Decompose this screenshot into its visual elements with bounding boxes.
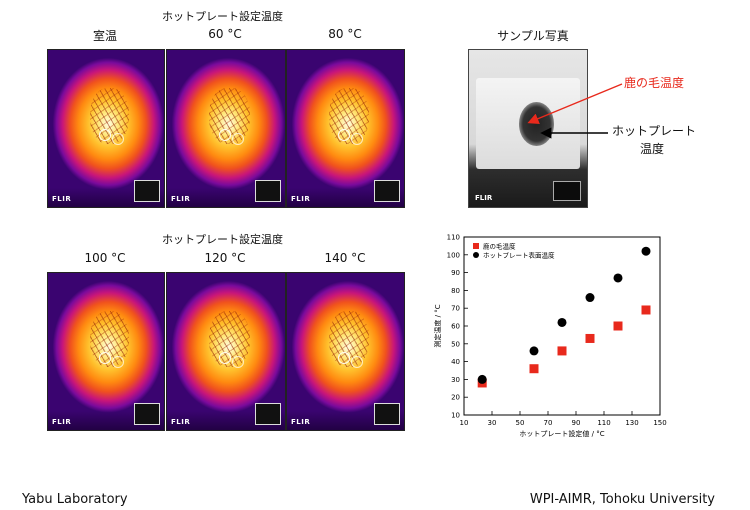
plate-temperature-point bbox=[585, 293, 595, 303]
x-tick-label: 70 bbox=[544, 419, 553, 427]
thermal-image-120c: FLIR bbox=[166, 272, 286, 431]
y-tick-label: 50 bbox=[451, 340, 460, 348]
sample-photo-title: サンプル写真 bbox=[497, 29, 569, 43]
y-tick-label: 110 bbox=[447, 234, 460, 242]
x-tick-label: 50 bbox=[516, 419, 525, 427]
crosshair-icon bbox=[218, 128, 231, 141]
x-tick-label: 30 bbox=[488, 419, 497, 427]
crosshair-icon bbox=[99, 128, 112, 141]
thermal-image-room-temp: FLIR bbox=[47, 49, 165, 208]
plate-temperature-point bbox=[641, 246, 651, 256]
thermal-image-140c: FLIR bbox=[286, 272, 405, 431]
footer-right: WPI-AIMR, Tohoku University bbox=[529, 492, 715, 507]
flir-logo: FLIR bbox=[291, 418, 311, 426]
fur-temperature-point bbox=[557, 346, 567, 356]
thermal-label-60c: 60 °C bbox=[208, 27, 242, 41]
temperature-readout bbox=[255, 180, 281, 202]
footer-left: Yabu Laboratory bbox=[22, 492, 128, 507]
y-tick-label: 100 bbox=[447, 251, 460, 259]
x-tick-label: 90 bbox=[572, 419, 581, 427]
flir-logo: FLIR bbox=[52, 195, 72, 203]
temperature-readout bbox=[374, 180, 400, 202]
temperature-scatter-chart: 10 20 30 40 50 60 70 80 90 100 110 10 30 50 70 90 110 13… bbox=[433, 234, 667, 439]
fur-temperature-point bbox=[585, 333, 595, 343]
x-tick-label: 10 bbox=[460, 419, 469, 427]
thermal-label-room-temp: 室温 bbox=[92, 29, 117, 43]
plate-temperature-label-line1: ホットプレート bbox=[612, 124, 697, 138]
crosshair-icon bbox=[231, 133, 244, 146]
x-tick-label: 150 bbox=[653, 419, 666, 427]
y-tick-label: 30 bbox=[451, 376, 460, 384]
crosshair-icon bbox=[218, 351, 231, 364]
temperature-readout bbox=[134, 180, 160, 202]
plate-temperature-point bbox=[613, 273, 623, 283]
crosshair-icon bbox=[338, 128, 351, 141]
y-axis-label: 測定温度 / °C bbox=[433, 304, 442, 347]
fur-temperature-point bbox=[641, 305, 651, 315]
crosshair-icon bbox=[351, 133, 364, 146]
deer-fur-sample bbox=[518, 101, 554, 146]
thermal-label-140c: 140 °C bbox=[324, 251, 366, 265]
flir-logo: FLIR bbox=[171, 195, 191, 203]
temperature-readout bbox=[553, 181, 581, 201]
bottom-section-header: ホットプレート設定温度 bbox=[162, 233, 283, 246]
thermal-label-80c: 80 °C bbox=[328, 27, 362, 41]
y-axis: 10 20 30 40 50 60 70 80 90 100 110 bbox=[447, 234, 468, 420]
y-tick-label: 80 bbox=[451, 287, 460, 295]
fur-temperature-point bbox=[529, 364, 539, 374]
legend-marker-circle bbox=[473, 252, 479, 258]
crosshair-icon bbox=[338, 351, 351, 364]
temperature-readout bbox=[374, 403, 400, 425]
plate-temperature-point bbox=[557, 317, 567, 327]
y-tick-label: 20 bbox=[451, 394, 460, 402]
data-points bbox=[477, 246, 651, 388]
plate-temperature-point bbox=[529, 346, 539, 356]
crosshair-icon bbox=[231, 356, 244, 369]
plate-temperature-label-line2: 温度 bbox=[640, 142, 665, 156]
thermal-image-100c: FLIR bbox=[47, 272, 165, 431]
temperature-readout bbox=[134, 403, 160, 425]
y-tick-label: 70 bbox=[451, 305, 460, 313]
thermal-label-100c: 100 °C bbox=[84, 251, 126, 265]
y-tick-label: 90 bbox=[451, 269, 460, 277]
top-section-header: ホットプレート設定温度 bbox=[162, 10, 283, 23]
thermal-image-80c: FLIR bbox=[286, 49, 405, 208]
flir-logo: FLIR bbox=[291, 195, 311, 203]
temperature-readout bbox=[255, 403, 281, 425]
sample-photo: FLIR bbox=[468, 49, 588, 208]
legend-entry: ホットプレート表面温度 bbox=[483, 251, 555, 260]
crosshair-icon bbox=[351, 356, 364, 369]
legend-marker-square bbox=[473, 243, 479, 249]
thermal-label-120c: 120 °C bbox=[204, 251, 246, 265]
flir-logo: FLIR bbox=[171, 418, 191, 426]
fur-temperature-point bbox=[613, 321, 623, 331]
x-axis-label: ホットプレート設定値 / °C bbox=[519, 429, 604, 438]
fur-temperature-label: 鹿の毛温度 bbox=[624, 76, 685, 90]
y-tick-label: 40 bbox=[451, 358, 460, 366]
legend-entry: 鹿の毛温度 bbox=[483, 242, 516, 251]
x-tick-label: 130 bbox=[625, 419, 638, 427]
y-tick-label: 10 bbox=[451, 412, 460, 420]
crosshair-icon bbox=[111, 356, 124, 369]
x-axis: 10 30 50 70 90 110 130 150 bbox=[460, 411, 667, 427]
thermal-image-60c: FLIR bbox=[166, 49, 286, 208]
flir-logo: FLIR bbox=[475, 194, 493, 202]
flir-logo: FLIR bbox=[52, 418, 72, 426]
crosshair-icon bbox=[99, 351, 112, 364]
y-tick-label: 60 bbox=[451, 323, 460, 331]
crosshair-icon bbox=[111, 133, 124, 146]
plate-temperature-point bbox=[477, 374, 487, 384]
x-tick-label: 110 bbox=[597, 419, 610, 427]
